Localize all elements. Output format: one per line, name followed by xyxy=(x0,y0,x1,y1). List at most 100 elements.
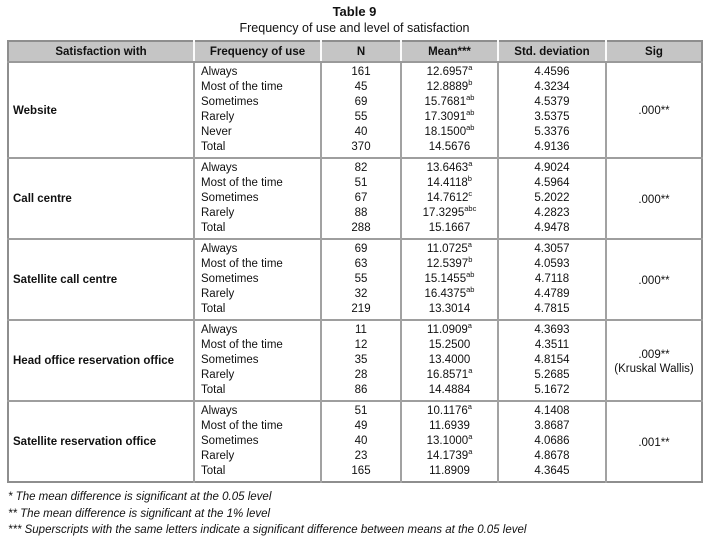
mean-superscript: b xyxy=(468,255,473,265)
group-satellite-reservation-office: Satellite reservation office Always 51 1… xyxy=(8,401,702,482)
sd-cell: 4.2823 xyxy=(497,206,606,221)
table-row: Never 40 18.1500ab 5.3376 xyxy=(8,123,702,140)
mean-value: 17.3295 xyxy=(422,207,465,219)
table-row: Sometimes 69 15.7681ab 4.5379 xyxy=(8,94,702,110)
freq-cell: Always xyxy=(193,401,321,419)
sig-cell: .000** xyxy=(605,239,702,320)
freq-cell: Sometimes xyxy=(193,434,321,449)
header-cell-mean: Mean*** xyxy=(400,41,498,63)
mean-value: 11.6939 xyxy=(429,420,470,432)
sd-cell: 4.9478 xyxy=(497,221,606,239)
mean-cell: 15.1455ab xyxy=(400,270,498,287)
mean-superscript: ab xyxy=(466,108,475,118)
sd-cell: 4.3693 xyxy=(497,320,606,338)
mean-superscript: ab xyxy=(466,270,475,280)
mean-superscript: a xyxy=(468,432,473,442)
freq-cell: Most of the time xyxy=(193,80,321,95)
mean-value: 13.6463 xyxy=(426,162,469,174)
mean-cell: 11.0909a xyxy=(400,320,498,338)
sd-cell: 5.1672 xyxy=(497,383,606,401)
n-cell: 219 xyxy=(320,302,401,320)
group-label: Website xyxy=(13,104,57,117)
group-label: Satellite call centre xyxy=(13,274,118,286)
group-label: Call centre xyxy=(13,193,72,205)
freq-cell: Always xyxy=(193,320,321,338)
mean-superscript: b xyxy=(467,174,472,184)
n-cell: 69 xyxy=(320,239,401,257)
mean-superscript: ab xyxy=(466,123,475,133)
sd-cell: 4.5379 xyxy=(497,95,606,110)
n-cell: 67 xyxy=(320,191,401,206)
mean-value: 14.4118 xyxy=(427,177,468,189)
mean-value: 14.7612 xyxy=(426,192,469,204)
mean-value: 13.3014 xyxy=(428,303,471,315)
table-row: Sometimes 35 13.4000 4.8154 xyxy=(8,353,702,368)
group-satellite-call-centre: Satellite call centre Always 69 11.0725 a… xyxy=(8,239,702,320)
n-cell: 32 xyxy=(320,287,401,302)
mean-cell: 16.8571a xyxy=(400,367,498,383)
freq-cell: Sometimes xyxy=(193,191,321,206)
table-row: Call centre Always 82 13.6463a 4.9024 .0… xyxy=(8,158,702,239)
n-cell: 161 xyxy=(320,62,401,80)
footnote-1: * The mean difference is significant at … xyxy=(8,491,272,503)
footnotes: * The mean difference is significant at … xyxy=(8,489,709,539)
mean-value: 12.5397 xyxy=(426,258,469,270)
freq-cell: Most of the time xyxy=(193,338,321,353)
sd-cell: 4.8154 xyxy=(497,353,606,368)
table-row: Head office reservation office Always 11… xyxy=(8,320,702,401)
group-label: Satellite reservation office xyxy=(13,436,157,448)
freq-cell: Total xyxy=(193,221,321,239)
sd-cell: 4.8678 xyxy=(497,449,606,464)
table-row: Most of the time 12 15.2500 4.3511 xyxy=(8,338,702,353)
mean-cell: 10.1176a xyxy=(400,401,498,419)
mean-cell: 17.3295abc xyxy=(400,205,498,221)
sd-cell: 4.0686 xyxy=(497,434,606,449)
footnote-3: *** Superscripts with the same letters i… xyxy=(8,524,527,536)
mean-value: 11.0725 xyxy=(427,243,468,255)
n-cell: 45 xyxy=(320,80,401,95)
freq-cell: Always xyxy=(193,158,321,176)
table-row: Total 370 14.5676 4.9136 xyxy=(8,140,702,158)
group-call-centre: Call centre Always 82 13.6463a 4.9024 .0… xyxy=(8,158,702,239)
table-row: Rarely 32 16.4375ab 4.4789 xyxy=(8,285,702,302)
sig-value: .000** xyxy=(638,274,670,287)
mean-value: 15.1667 xyxy=(428,222,471,234)
sd-cell: 5.2685 xyxy=(497,368,606,383)
mean-cell: 12.8889b xyxy=(400,79,498,95)
sig-value: .001** xyxy=(638,436,670,449)
sig-value: .000** xyxy=(638,193,670,206)
n-cell: 165 xyxy=(320,464,401,482)
n-cell: 288 xyxy=(320,221,401,239)
n-cell: 55 xyxy=(320,110,401,125)
freq-cell: Rarely xyxy=(193,206,321,221)
sd-cell: 4.5964 xyxy=(497,176,606,191)
header-cell-satisfaction-with: Satisfaction with xyxy=(8,41,194,63)
table-row: Most of the time 51 14.4118b 4.5964 xyxy=(8,174,702,191)
mean-cell: 13.6463a xyxy=(400,158,498,176)
mean-value: 16.4375 xyxy=(424,288,467,300)
mean-cell: 13.3014 xyxy=(400,302,498,320)
mean-cell: 14.5676 xyxy=(400,140,498,158)
mean-cell: 15.2500 xyxy=(400,338,498,353)
n-cell: 35 xyxy=(320,353,401,368)
sd-cell: 4.1408 xyxy=(497,401,606,419)
mean-value: 10.1176 xyxy=(427,405,468,417)
freq-cell: Most of the time xyxy=(193,257,321,272)
n-cell: 12 xyxy=(320,338,401,353)
sd-cell: 4.0593 xyxy=(497,257,606,272)
sig-cell: .000** xyxy=(605,62,702,158)
mean-superscript: ab xyxy=(466,285,475,295)
table-row: Sometimes 55 15.1455ab 4.7118 xyxy=(8,270,702,287)
n-cell: 88 xyxy=(320,206,401,221)
header-row: Satisfaction with Frequency of use N Mea… xyxy=(8,41,702,63)
sig-value: .000** xyxy=(638,105,670,117)
table-row: Rarely 28 16.8571a 5.2685 xyxy=(8,367,702,383)
sd-cell: 4.9136 xyxy=(497,140,606,158)
mean-superscript: a xyxy=(468,159,473,169)
freq-cell: Rarely xyxy=(193,287,321,302)
mean-cell: 15.7681ab xyxy=(400,94,498,110)
mean-cell: 13.1000a xyxy=(400,432,498,449)
group-head-office-reservation-office: Head office reservation office Always 11… xyxy=(8,320,702,401)
sd-cell: 4.4789 xyxy=(497,287,606,302)
freq-cell: Always xyxy=(193,239,321,257)
